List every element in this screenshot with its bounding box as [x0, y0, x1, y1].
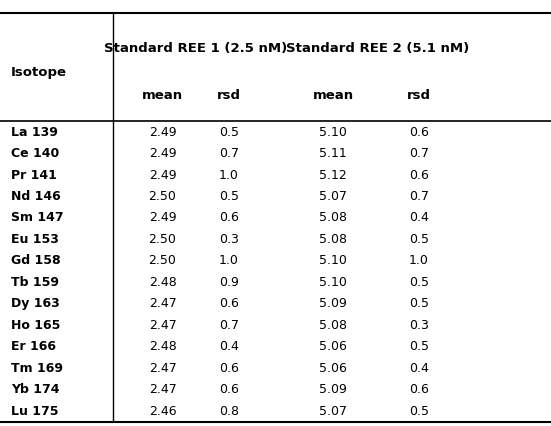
Text: 5.09: 5.09	[320, 297, 347, 310]
Text: 0.5: 0.5	[409, 405, 429, 417]
Text: Sm 147: Sm 147	[11, 211, 64, 225]
Text: 0.3: 0.3	[219, 233, 239, 246]
Text: 0.5: 0.5	[219, 126, 239, 138]
Text: 0.7: 0.7	[409, 190, 429, 203]
Text: 0.4: 0.4	[409, 211, 429, 225]
Text: 5.12: 5.12	[320, 169, 347, 181]
Text: 0.6: 0.6	[409, 126, 429, 138]
Text: 5.09: 5.09	[320, 383, 347, 396]
Text: La 139: La 139	[11, 126, 58, 138]
Text: 2.47: 2.47	[149, 297, 176, 310]
Text: 0.6: 0.6	[219, 211, 239, 225]
Text: rsd: rsd	[217, 89, 241, 102]
Text: Tm 169: Tm 169	[11, 362, 63, 374]
Text: mean: mean	[313, 89, 354, 102]
Text: 5.08: 5.08	[320, 319, 347, 332]
Text: 0.7: 0.7	[219, 147, 239, 160]
Text: 5.08: 5.08	[320, 211, 347, 225]
Text: Ho 165: Ho 165	[11, 319, 61, 332]
Text: 0.5: 0.5	[219, 190, 239, 203]
Text: 0.5: 0.5	[409, 276, 429, 289]
Text: 0.8: 0.8	[219, 405, 239, 417]
Text: 0.4: 0.4	[219, 340, 239, 353]
Text: 2.49: 2.49	[149, 169, 176, 181]
Text: Dy 163: Dy 163	[11, 297, 60, 310]
Text: 5.11: 5.11	[320, 147, 347, 160]
Text: Standard REE 2 (5.1 nM): Standard REE 2 (5.1 nM)	[286, 43, 469, 55]
Text: Ce 140: Ce 140	[11, 147, 60, 160]
Text: 0.3: 0.3	[409, 319, 429, 332]
Text: 5.08: 5.08	[320, 233, 347, 246]
Text: Pr 141: Pr 141	[11, 169, 57, 181]
Text: 0.6: 0.6	[219, 383, 239, 396]
Text: 2.49: 2.49	[149, 211, 176, 225]
Text: 5.10: 5.10	[320, 254, 347, 268]
Text: 0.7: 0.7	[409, 147, 429, 160]
Text: 5.07: 5.07	[320, 190, 347, 203]
Text: 2.47: 2.47	[149, 362, 176, 374]
Text: 0.6: 0.6	[219, 297, 239, 310]
Text: 5.10: 5.10	[320, 126, 347, 138]
Text: 2.50: 2.50	[149, 190, 176, 203]
Text: 0.9: 0.9	[219, 276, 239, 289]
Text: Tb 159: Tb 159	[11, 276, 59, 289]
Text: 1.0: 1.0	[219, 254, 239, 268]
Text: 2.48: 2.48	[149, 340, 176, 353]
Text: 5.10: 5.10	[320, 276, 347, 289]
Text: 0.6: 0.6	[409, 383, 429, 396]
Text: 1.0: 1.0	[409, 254, 429, 268]
Text: 2.46: 2.46	[149, 405, 176, 417]
Text: 0.6: 0.6	[219, 362, 239, 374]
Text: 2.47: 2.47	[149, 383, 176, 396]
Text: 0.5: 0.5	[409, 340, 429, 353]
Text: 2.49: 2.49	[149, 126, 176, 138]
Text: 2.48: 2.48	[149, 276, 176, 289]
Text: 0.5: 0.5	[409, 297, 429, 310]
Text: Lu 175: Lu 175	[11, 405, 58, 417]
Text: 0.5: 0.5	[409, 233, 429, 246]
Text: Isotope: Isotope	[11, 66, 67, 79]
Text: 0.6: 0.6	[409, 169, 429, 181]
Text: 5.07: 5.07	[320, 405, 347, 417]
Text: 0.7: 0.7	[219, 319, 239, 332]
Text: 0.4: 0.4	[409, 362, 429, 374]
Text: 1.0: 1.0	[219, 169, 239, 181]
Text: 2.49: 2.49	[149, 147, 176, 160]
Text: Gd 158: Gd 158	[11, 254, 61, 268]
Text: Standard REE 1 (2.5 nM): Standard REE 1 (2.5 nM)	[104, 43, 287, 55]
Text: 2.50: 2.50	[149, 254, 176, 268]
Text: rsd: rsd	[407, 89, 431, 102]
Text: 2.50: 2.50	[149, 233, 176, 246]
Text: mean: mean	[142, 89, 183, 102]
Text: Nd 146: Nd 146	[11, 190, 61, 203]
Text: Eu 153: Eu 153	[11, 233, 59, 246]
Text: 5.06: 5.06	[320, 340, 347, 353]
Text: Yb 174: Yb 174	[11, 383, 60, 396]
Text: 5.06: 5.06	[320, 362, 347, 374]
Text: 2.47: 2.47	[149, 319, 176, 332]
Text: Er 166: Er 166	[11, 340, 56, 353]
